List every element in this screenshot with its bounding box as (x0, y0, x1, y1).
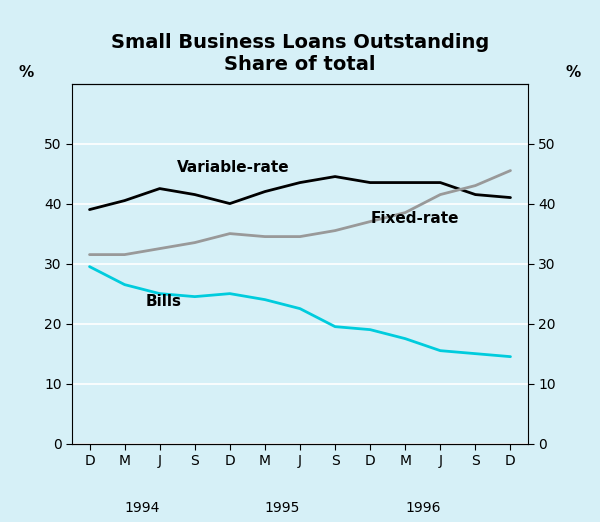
Title: Small Business Loans Outstanding
Share of total: Small Business Loans Outstanding Share o… (111, 33, 489, 74)
Text: 1996: 1996 (405, 501, 440, 515)
Text: %: % (566, 65, 581, 80)
Text: 1995: 1995 (265, 501, 300, 515)
Text: Bills: Bills (146, 294, 182, 309)
Text: Fixed-rate: Fixed-rate (370, 211, 458, 227)
Text: 1994: 1994 (124, 501, 160, 515)
Text: %: % (19, 65, 34, 80)
Text: Variable-rate: Variable-rate (177, 160, 290, 175)
